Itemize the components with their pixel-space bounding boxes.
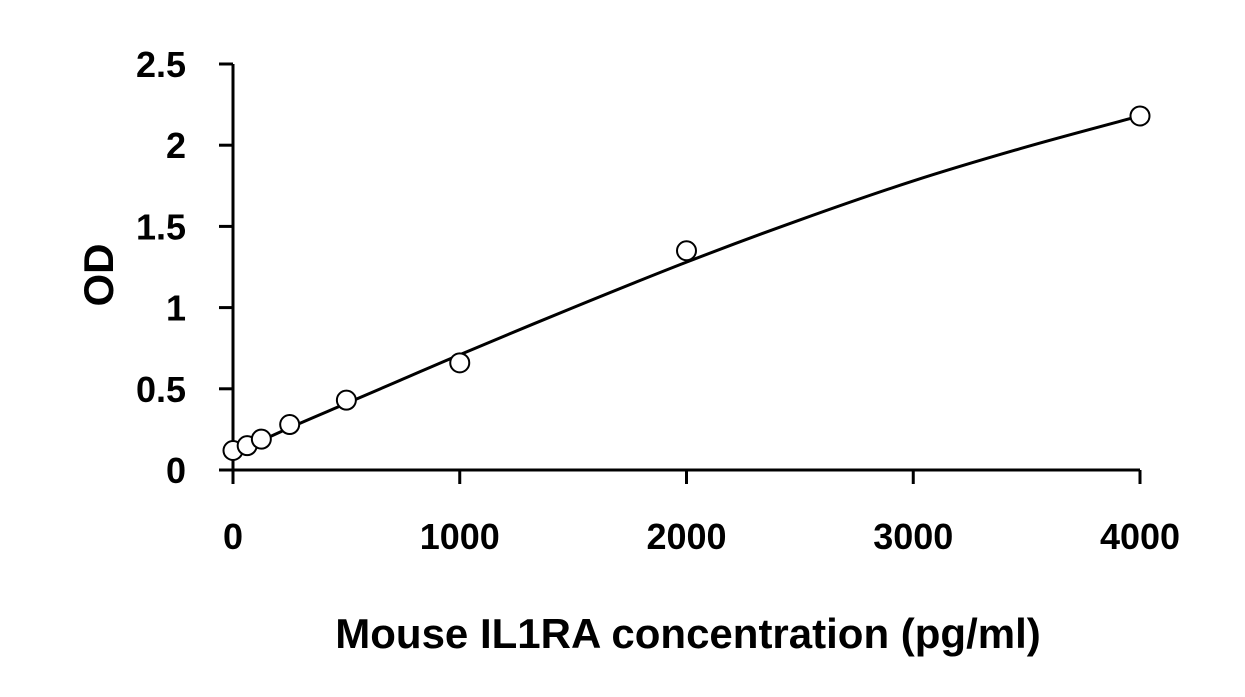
- data-point: [1129, 105, 1151, 127]
- data-point: [279, 414, 301, 436]
- data-point: [676, 240, 697, 262]
- data-point: [250, 428, 272, 450]
- x-tick-label: 4000: [1100, 516, 1180, 557]
- x-tick-label: 1000: [420, 516, 500, 557]
- y-tick-label: 2: [166, 125, 186, 166]
- y-tick-label: 1: [166, 288, 186, 329]
- y-axis-ticks: 0 0.5 1 1.5 2 2.5: [136, 44, 233, 491]
- y-tick-label: 0.5: [136, 369, 186, 410]
- y-tick-label: 0: [166, 450, 186, 491]
- data-points: [222, 105, 1151, 462]
- x-tick-label: 2000: [646, 516, 726, 557]
- fit-curve-line: [232, 114, 1141, 456]
- x-tick-label: 3000: [873, 516, 953, 557]
- x-tick-label: 0: [223, 516, 243, 557]
- y-tick-label: 1.5: [136, 206, 186, 247]
- x-axis-ticks: 0 1000 2000 3000 4000: [223, 470, 1180, 557]
- axes: [231, 64, 1140, 472]
- data-point: [335, 389, 357, 411]
- y-axis-title: OD: [75, 244, 122, 307]
- x-axis-title: Mouse IL1RA concentration (pg/ml): [335, 610, 1040, 657]
- y-tick-label: 2.5: [136, 44, 186, 85]
- data-point: [449, 352, 471, 374]
